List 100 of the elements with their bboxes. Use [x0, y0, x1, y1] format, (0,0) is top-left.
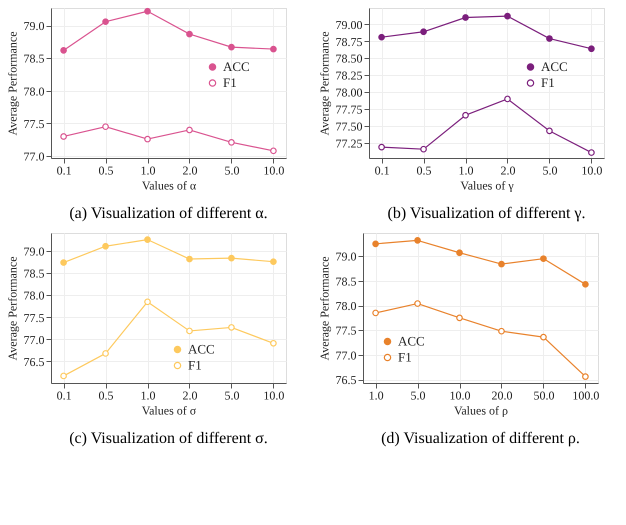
x-tick-label: 10.0 [263, 388, 284, 402]
point [540, 255, 547, 262]
y-axis-title: Average Performance [318, 31, 332, 136]
y-tick-label: 78.0 [24, 84, 44, 98]
y-tick-label: 78.5 [24, 52, 44, 66]
y-tick-label: 77.5 [24, 310, 44, 325]
x-tick-label: 2.0 [182, 164, 198, 178]
point [60, 47, 67, 54]
point [504, 12, 511, 20]
x-tick-label: 0.5 [98, 388, 114, 402]
y-axis-title: Average Performance [6, 31, 20, 136]
x-axis-title: Values of α [142, 178, 197, 192]
point [60, 372, 67, 380]
point [144, 136, 151, 142]
x-tick-label: 5.0 [542, 164, 558, 178]
point [228, 324, 235, 331]
point [498, 328, 505, 335]
point [60, 259, 67, 266]
y-tick-label: 79.0 [24, 19, 44, 34]
x-tick-label: 2.0 [500, 164, 516, 178]
x-tick-label: 0.1 [56, 388, 72, 402]
y-tick-label: 78.5 [336, 274, 356, 288]
x-tick-label: 1.0 [368, 388, 384, 402]
point [102, 242, 109, 250]
point [102, 123, 109, 130]
y-axis-title: Average Performance [318, 256, 332, 361]
y-tick-label: 78.75 [336, 34, 362, 49]
point [144, 236, 151, 243]
legend-label: ACC [223, 59, 250, 74]
point [186, 256, 193, 262]
x-tick-label: 10.0 [263, 164, 284, 178]
text: (d) Visualization of different ρ. [381, 430, 580, 447]
x-tick-label: 0.1 [374, 164, 390, 178]
point [372, 240, 379, 248]
legend-label: F1 [223, 75, 237, 90]
y-tick-label: 78.5 [24, 266, 44, 281]
point [414, 237, 421, 244]
y-tick-label: 78.25 [336, 68, 362, 83]
text: (c) Visualization of different σ. [69, 430, 268, 447]
x-tick-label: 5.0 [224, 164, 240, 178]
point [378, 34, 385, 41]
point [582, 280, 589, 288]
legend-label: ACC [188, 342, 215, 356]
point [60, 133, 67, 140]
y-tick-label: 78.0 [336, 299, 356, 314]
point [102, 18, 109, 26]
x-tick-label: 100.0 [572, 388, 600, 402]
point [186, 30, 193, 38]
x-tick-label: 2.0 [182, 388, 198, 402]
x-axis-title: Values of γ [460, 178, 514, 192]
point [270, 258, 277, 266]
point [270, 147, 277, 154]
point [546, 128, 553, 134]
y-tick-label: 78.0 [24, 288, 44, 303]
point [456, 249, 463, 256]
point [582, 373, 589, 380]
point [228, 139, 235, 146]
y-tick-label: 77.0 [24, 150, 44, 164]
point [414, 300, 421, 307]
point [102, 350, 109, 357]
point [540, 334, 547, 340]
legend-label: F1 [188, 358, 202, 372]
x-tick-label: 0.1 [56, 164, 72, 178]
point [270, 46, 277, 52]
point [228, 44, 235, 50]
y-tick-label: 79.0 [336, 250, 356, 264]
y-tick-label: 77.50 [336, 120, 362, 134]
y-tick-label: 77.0 [336, 348, 356, 362]
point [186, 328, 193, 334]
point [270, 340, 277, 347]
x-tick-label: 5.0 [224, 388, 240, 402]
point [144, 298, 151, 306]
point [462, 14, 469, 21]
point [420, 146, 427, 153]
x-tick-label: 0.5 [416, 164, 432, 178]
x-tick-label: 50.0 [533, 388, 554, 402]
point [456, 314, 463, 322]
point [462, 112, 469, 119]
legend-label: F1 [398, 350, 412, 364]
x-tick-label: 10.0 [450, 388, 471, 402]
point [588, 45, 595, 52]
y-tick-label: 77.75 [336, 102, 362, 117]
y-tick-label: 77.0 [24, 332, 44, 347]
y-tick-label: 79.00 [336, 18, 362, 32]
point [504, 96, 511, 102]
legend-label: F1 [541, 75, 555, 90]
y-tick-label: 77.5 [24, 116, 44, 131]
point [378, 144, 385, 150]
x-axis-title: Values of σ [142, 404, 197, 418]
x-tick-label: 5.0 [410, 388, 426, 402]
point [144, 8, 151, 15]
text: (a) Visualization of different α. [69, 205, 268, 222]
y-tick-label: 76.5 [336, 373, 356, 388]
y-axis-title: Average Performance [6, 256, 20, 361]
point [546, 35, 553, 42]
y-tick-label: 78.50 [336, 52, 362, 66]
point [228, 254, 235, 262]
x-tick-label: 1.0 [140, 388, 156, 402]
point [588, 149, 595, 156]
point [498, 260, 505, 268]
